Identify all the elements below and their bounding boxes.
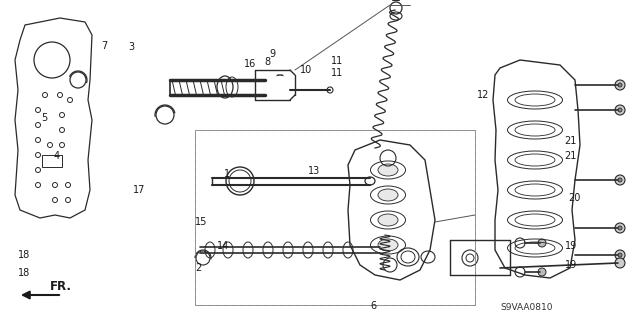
Circle shape [618,226,622,230]
Text: 13: 13 [307,166,320,176]
Text: 18: 18 [17,250,30,260]
Circle shape [615,223,625,233]
Text: 18: 18 [17,268,30,278]
Text: 6: 6 [370,301,376,311]
Ellipse shape [378,189,398,201]
Text: FR.: FR. [50,280,72,293]
Circle shape [615,80,625,90]
Circle shape [538,239,546,247]
Text: 19: 19 [564,260,577,270]
Text: 11: 11 [331,68,344,78]
Text: 9: 9 [269,49,275,59]
Text: S9VAA0810: S9VAA0810 [500,303,552,313]
Text: 14: 14 [216,241,229,251]
Circle shape [618,253,622,257]
Bar [195,130,475,305]
Text: 21: 21 [564,136,577,146]
Ellipse shape [378,214,398,226]
Text: 4: 4 [53,151,60,161]
Text: 15: 15 [195,217,207,227]
Text: 3: 3 [128,42,134,52]
Text: 21: 21 [564,151,577,161]
Text: 16: 16 [243,59,256,69]
Circle shape [615,105,625,115]
Text: 19: 19 [564,241,577,251]
Circle shape [618,83,622,87]
Circle shape [615,258,625,268]
Text: 2: 2 [195,263,202,273]
Text: 5: 5 [42,113,48,123]
Circle shape [615,175,625,185]
Ellipse shape [378,164,398,176]
Circle shape [618,108,622,112]
Circle shape [615,250,625,260]
Text: 10: 10 [300,65,312,75]
Bar [42,155,62,167]
Text: 8: 8 [264,57,271,67]
Text: 20: 20 [568,193,581,203]
Text: 7: 7 [101,41,108,51]
Text: 12: 12 [477,90,490,100]
Ellipse shape [378,239,398,251]
Circle shape [538,268,546,276]
Text: 1: 1 [224,169,230,179]
Text: 17: 17 [133,185,146,195]
Circle shape [618,178,622,182]
Text: 11: 11 [331,56,344,66]
